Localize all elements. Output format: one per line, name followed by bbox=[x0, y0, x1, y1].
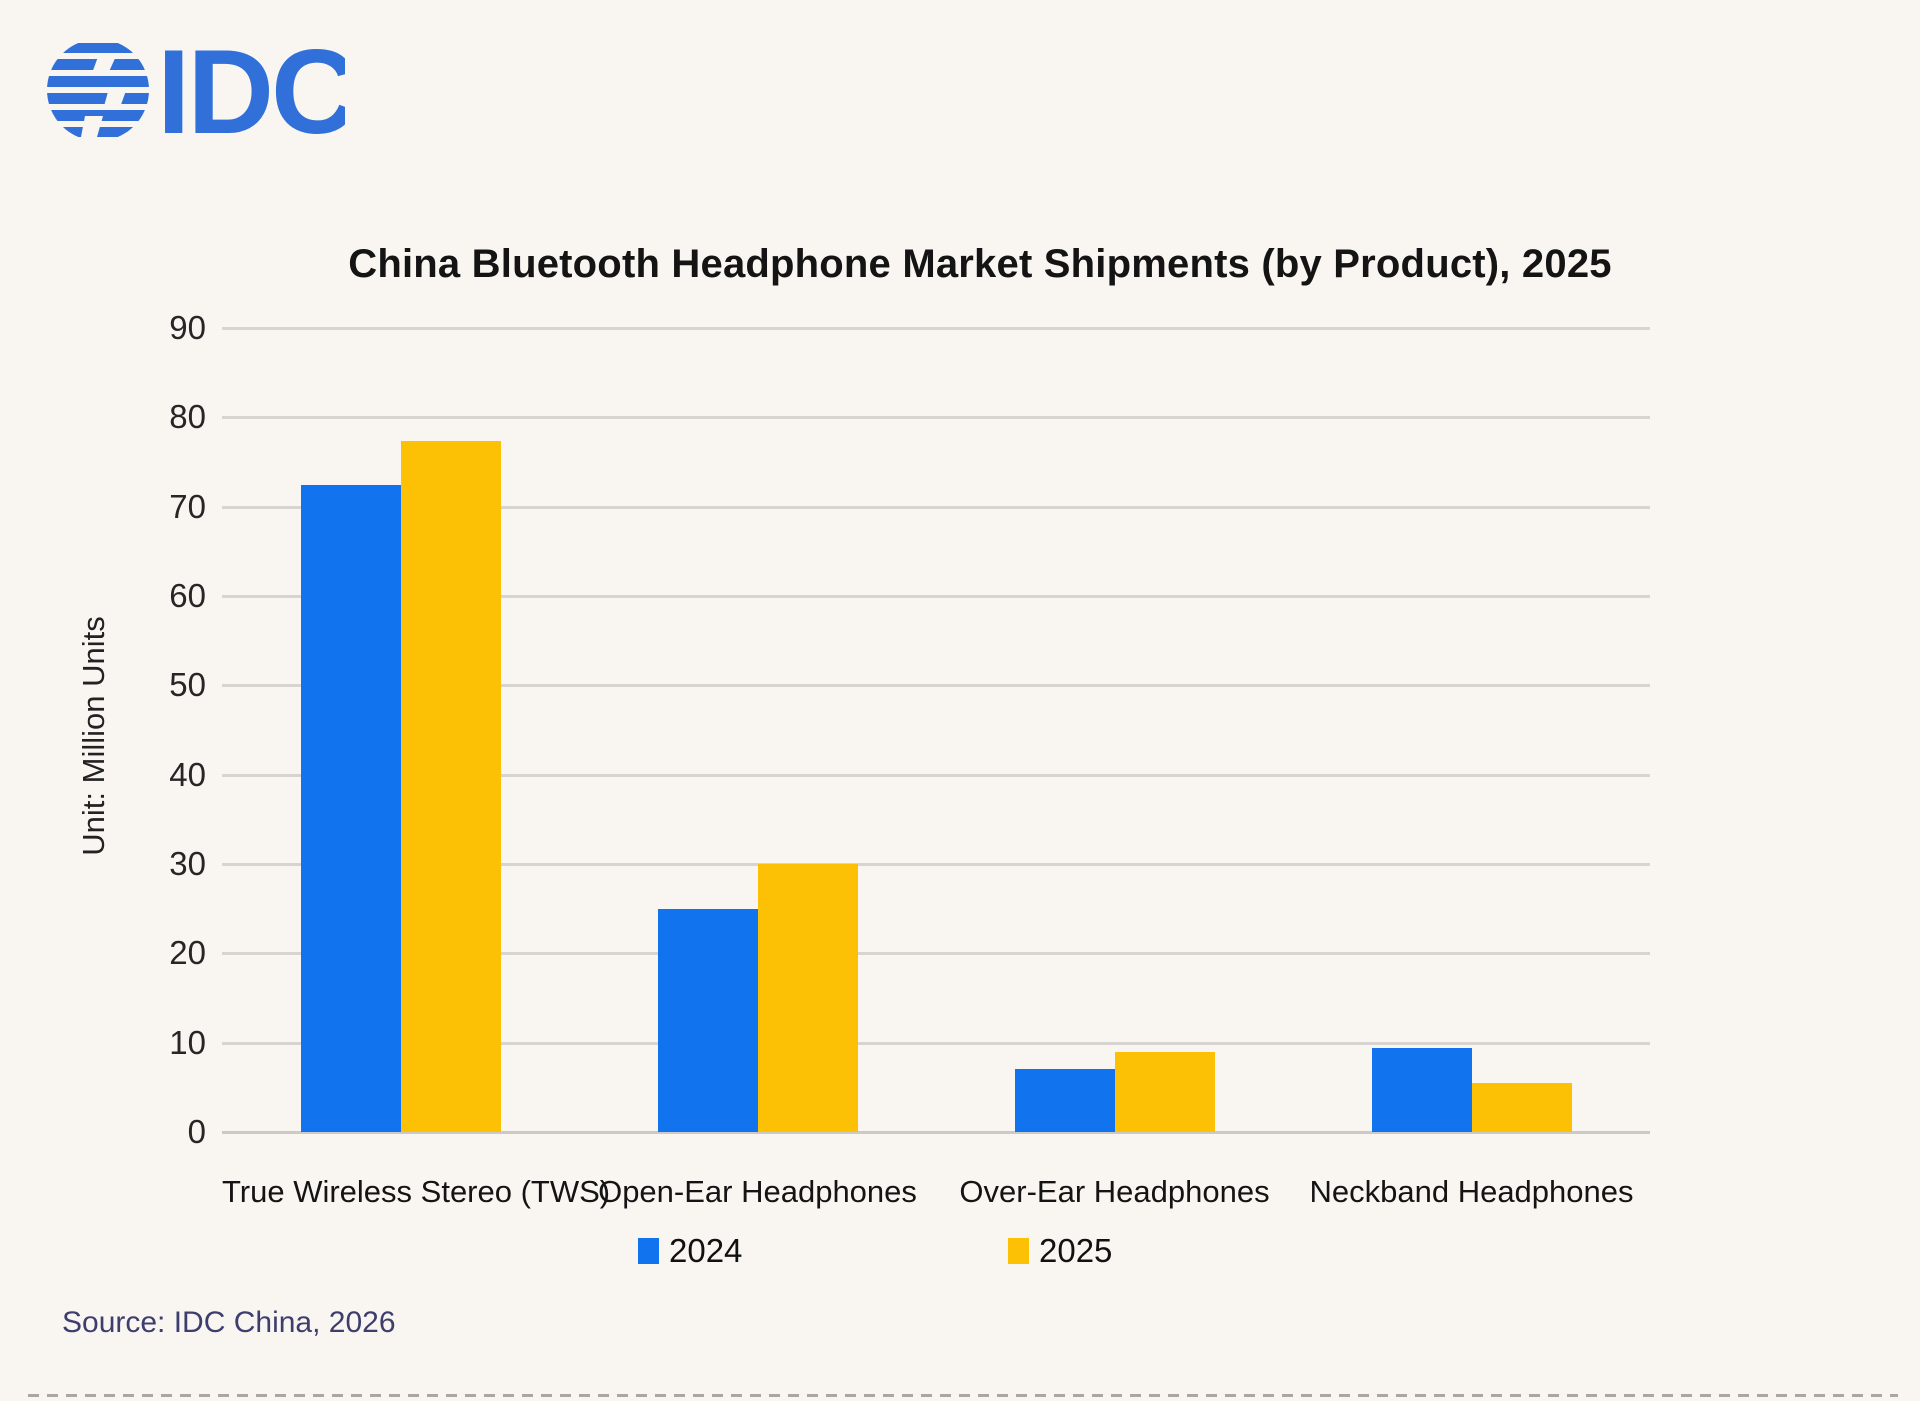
y-tick-label-70: 70 bbox=[169, 487, 206, 525]
plot-area bbox=[222, 327, 1650, 1134]
category-label-1: True Wireless Stereo (TWS) bbox=[222, 1174, 611, 1209]
y-tick-label-30: 30 bbox=[169, 845, 206, 882]
gridline-90 bbox=[222, 327, 1650, 330]
bar-2024-category-3 bbox=[1014, 1069, 1115, 1132]
chart-title: China Bluetooth Headphone Market Shipmen… bbox=[348, 242, 1612, 286]
y-tick-label-80: 80 bbox=[169, 398, 206, 436]
bar-2025-category-3 bbox=[1114, 1051, 1215, 1132]
gridline-20 bbox=[222, 952, 1650, 956]
striped-globe-icon bbox=[47, 43, 149, 137]
source-text: Source: IDC China, 2026 bbox=[62, 1306, 396, 1339]
bar-2024-category-4 bbox=[1371, 1048, 1472, 1132]
bar-2024-category-1 bbox=[300, 485, 401, 1132]
category-label-2: Open-Ear Headphones bbox=[598, 1174, 917, 1209]
y-tick-label-10: 10 bbox=[169, 1023, 206, 1061]
legend: 2024 2025 bbox=[0, 1228, 1920, 1274]
idc-logo: IDC bbox=[47, 36, 345, 144]
gridline-50 bbox=[222, 684, 1650, 688]
gridline-10 bbox=[222, 1041, 1650, 1045]
y-tick-label-40: 40 bbox=[169, 755, 206, 793]
bottom-divider bbox=[28, 1394, 1898, 1397]
gridline-80 bbox=[222, 416, 1650, 420]
legend-swatch-2025-icon bbox=[1008, 1238, 1029, 1264]
y-axis-tick-labels: 0 10 20 30 40 50 60 70 80 90 bbox=[118, 309, 206, 1150]
y-axis-unit-label: Unit: Million Units bbox=[76, 616, 111, 856]
legend-item-2025: 2025 bbox=[1008, 1228, 1112, 1274]
y-tick-label-20: 20 bbox=[169, 934, 206, 972]
gridline-0 bbox=[222, 1131, 1650, 1134]
legend-label-2025: 2025 bbox=[1039, 1232, 1113, 1269]
x-axis-category-labels: True Wireless Stereo (TWS) Open-Ear Headp… bbox=[222, 1168, 1650, 1220]
gridline-60 bbox=[222, 595, 1650, 598]
bar-2024-category-2 bbox=[657, 908, 758, 1132]
gridline-70 bbox=[222, 505, 1650, 509]
bar-2025-category-4 bbox=[1471, 1082, 1572, 1132]
legend-item-2024: 2024 bbox=[638, 1228, 742, 1274]
idc-logo-text: IDC bbox=[157, 36, 345, 144]
gridline-30 bbox=[222, 863, 1650, 866]
bar-2025-category-2 bbox=[757, 864, 858, 1132]
gridline-40 bbox=[222, 773, 1650, 777]
bar-2025-category-1 bbox=[400, 441, 501, 1132]
category-label-3: Over-Ear Headphones bbox=[959, 1174, 1270, 1209]
y-tick-label-0: 0 bbox=[187, 1113, 206, 1150]
category-label-4: Neckband Headphones bbox=[1309, 1174, 1634, 1209]
legend-swatch-2024-icon bbox=[638, 1238, 659, 1264]
y-tick-label-50: 50 bbox=[169, 666, 206, 704]
legend-label-2024: 2024 bbox=[669, 1232, 743, 1269]
y-tick-label-60: 60 bbox=[169, 577, 206, 614]
y-tick-label-90: 90 bbox=[169, 309, 206, 346]
